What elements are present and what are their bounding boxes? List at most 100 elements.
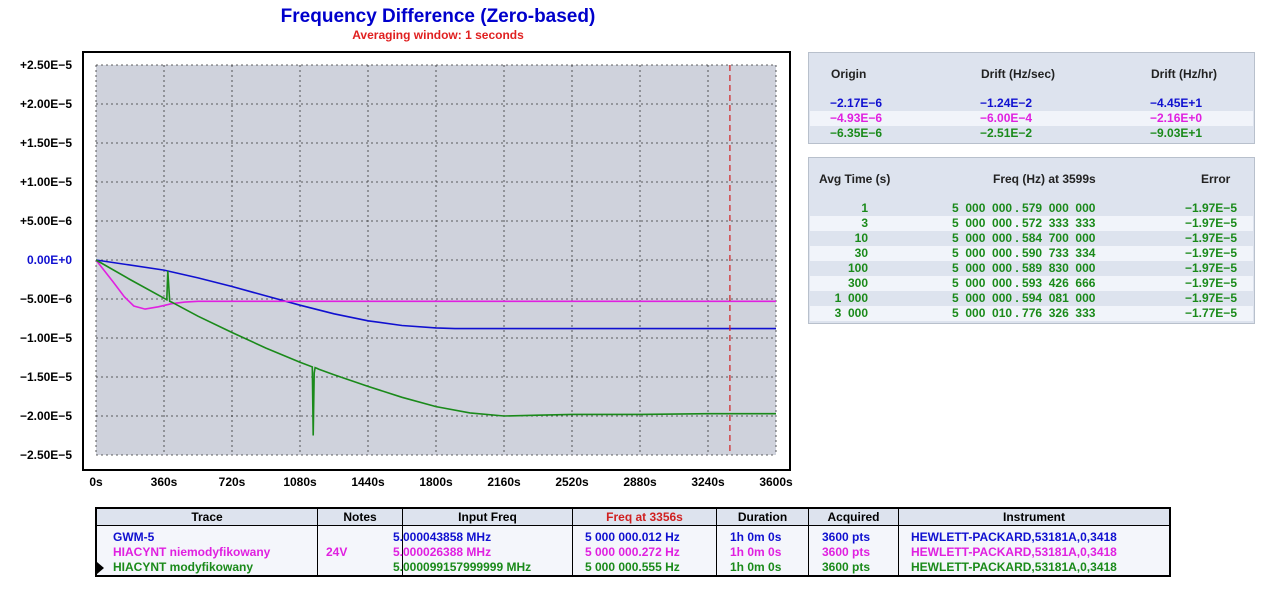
y-tick-label: +1.50E−5 xyxy=(20,136,72,150)
drift-header-hz-sec: Drift (Hz/sec) xyxy=(981,67,1056,81)
drift-hz-hr: −9.03E+1 xyxy=(1150,126,1203,140)
x-tick-label: 3600s xyxy=(759,475,793,489)
avg-error: −1.97E−5 xyxy=(1184,231,1237,245)
chart-title: Frequency Difference (Zero-based) xyxy=(280,6,596,27)
x-tick-label: 2880s xyxy=(623,475,657,489)
trace-instrument: HEWLETT-PACKARD,53181A,0,3418 xyxy=(911,530,1117,544)
trace-input-freq: 5.000026388 MHz xyxy=(393,545,492,559)
trace-instrument: HEWLETT-PACKARD,53181A,0,3418 xyxy=(911,560,1117,574)
trace-duration: 1h 0m 0s xyxy=(730,545,782,559)
avg-freq: 5 000 000 . 590 733 334 xyxy=(952,246,1096,260)
drift-origin: −6.35E−6 xyxy=(830,126,883,140)
col-header-trace: Trace xyxy=(97,509,318,526)
avg-error: −1.97E−5 xyxy=(1184,276,1237,290)
x-tick-label: 720s xyxy=(219,475,246,489)
trace-input-freq: 5.000043858 MHz xyxy=(393,530,492,544)
avg-header-error: Error xyxy=(1201,172,1231,186)
drift-header-origin: Origin xyxy=(831,67,867,81)
avg-row: 100 5 000 000 . 589 830 000 −1.97E−5 xyxy=(810,261,1253,276)
drift-row: −2.17E−6 −1.24E−2 −4.45E+1 xyxy=(810,96,1253,111)
x-tick-label: 0s xyxy=(89,475,103,489)
selected-row-arrow-icon xyxy=(97,562,104,574)
trace-name: GWM-5 xyxy=(113,530,155,544)
trace-duration: 1h 0m 0s xyxy=(730,560,782,574)
avg-time: 300 xyxy=(847,276,868,290)
y-tick-label: +5.00E−6 xyxy=(20,214,72,228)
y-tick-label: −5.00E−6 xyxy=(20,292,72,306)
avg-time: 1 xyxy=(861,201,868,215)
trace-notes: 24V xyxy=(326,545,348,559)
series-line-1 xyxy=(95,259,776,330)
chart-subtitle: Averaging window: 1 seconds xyxy=(352,28,524,42)
avg-row: 3 000 5 000 010 . 776 326 333 −1.77E−5 xyxy=(810,306,1253,321)
series-line-2 xyxy=(95,259,776,310)
avg-freq: 5 000 000 . 579 000 000 xyxy=(952,201,1096,215)
avg-time-panel: Avg Time (s) Freq (Hz) at 3599s Error 1 5… xyxy=(808,157,1255,324)
y-tick-label: −1.50E−5 xyxy=(20,370,72,384)
avg-freq: 5 000 000 . 589 830 000 xyxy=(952,261,1096,275)
y-tick-label: −2.50E−5 xyxy=(20,448,72,462)
drift-origin: −2.17E−6 xyxy=(830,96,883,110)
avg-row: 1 000 5 000 000 . 594 081 000 −1.97E−5 xyxy=(810,291,1253,306)
avg-row: 30 5 000 000 . 590 733 334 −1.97E−5 xyxy=(810,246,1253,261)
drift-hz-hr: −4.45E+1 xyxy=(1150,96,1203,110)
avg-time: 1 000 xyxy=(834,291,868,305)
avg-error: −1.97E−5 xyxy=(1184,246,1237,260)
avg-error: −1.97E−5 xyxy=(1184,216,1237,230)
avg-freq: 5 000 000 . 593 426 666 xyxy=(952,276,1096,290)
y-tick-label: 0.00E+0 xyxy=(27,253,72,267)
trace-row[interactable]: GWM-5 5.000043858 MHz 5 000 000.012 Hz 1h 0… xyxy=(97,530,1169,545)
avg-freq: 5 000 000 . 572 333 333 xyxy=(952,216,1096,230)
trace-row[interactable]: HIACYNT niemodyfikowany 24V 5.000026388 MH… xyxy=(97,545,1169,560)
drift-hz-sec: −2.51E−2 xyxy=(980,126,1033,140)
avg-time: 3 xyxy=(861,216,868,230)
trace-acquired: 3600 pts xyxy=(822,530,871,544)
avg-freq: 5 000 010 . 776 326 333 xyxy=(952,306,1096,320)
trace-acquired: 3600 pts xyxy=(822,560,871,574)
trace-acquired: 3600 pts xyxy=(822,545,871,559)
y-tick-label: +2.50E−5 xyxy=(20,58,72,72)
trace-instrument: HEWLETT-PACKARD,53181A,0,3418 xyxy=(911,545,1117,559)
drift-panel: Origin Drift (Hz/sec) Drift (Hz/hr) −2.1… xyxy=(808,52,1255,144)
x-tick-label: 2520s xyxy=(555,475,589,489)
frequency-difference-chart: +2.50E−5 +2.00E−5 +1.50E−5 +1.00E−5 +5.00E−6… xyxy=(20,51,793,489)
drift-row: −6.35E−6 −2.51E−2 −9.03E+1 xyxy=(810,126,1253,141)
avg-error: −1.97E−5 xyxy=(1184,201,1237,215)
trace-input-freq: 5.000099157999999 MHz xyxy=(393,560,532,574)
col-header-instrument: Instrument xyxy=(899,509,1169,526)
col-header-acquired: Acquired xyxy=(809,509,899,526)
trace-row[interactable]: HIACYNT modyfikowany 5.000099157999999 MH… xyxy=(97,560,1169,575)
drift-hz-sec: −1.24E−2 xyxy=(980,96,1033,110)
y-tick-label: +2.00E−5 xyxy=(20,97,72,111)
col-header-notes: Notes xyxy=(318,509,403,526)
avg-row: 300 5 000 000 . 593 426 666 −1.97E−5 xyxy=(810,276,1253,291)
avg-row: 3 5 000 000 . 572 333 333 −1.97E−5 xyxy=(810,216,1253,231)
avg-time: 10 xyxy=(854,231,868,245)
trace-freq-at: 5 000 000.012 Hz xyxy=(585,530,680,544)
avg-header-freq: Freq (Hz) at 3599s xyxy=(993,172,1096,186)
col-header-duration: Duration xyxy=(717,509,809,526)
col-header-input-freq: Input Freq xyxy=(403,509,573,526)
avg-time: 3 000 xyxy=(834,306,868,320)
x-tick-label: 1440s xyxy=(351,475,385,489)
avg-header-time: Avg Time (s) xyxy=(819,172,891,186)
y-tick-label: −1.00E−5 xyxy=(20,331,72,345)
trace-freq-at: 5 000 000.555 Hz xyxy=(585,560,680,574)
drift-row: −4.93E−6 −6.00E−4 −2.16E+0 xyxy=(810,111,1253,126)
avg-freq: 5 000 000 . 584 700 000 xyxy=(952,231,1096,245)
avg-error: −1.77E−5 xyxy=(1184,306,1237,320)
avg-row: 1 5 000 000 . 579 000 000 −1.97E−5 xyxy=(810,201,1253,216)
x-tick-label: 360s xyxy=(151,475,178,489)
drift-header-hz-hr: Drift (Hz/hr) xyxy=(1151,67,1217,81)
drift-hz-sec: −6.00E−4 xyxy=(980,111,1033,125)
avg-time: 100 xyxy=(847,261,868,275)
trace-duration: 1h 0m 0s xyxy=(730,530,782,544)
avg-error: −1.97E−5 xyxy=(1184,291,1237,305)
x-tick-label: 3240s xyxy=(691,475,725,489)
drift-hz-hr: −2.16E+0 xyxy=(1150,111,1203,125)
avg-row: 10 5 000 000 . 584 700 000 −1.97E−5 xyxy=(810,231,1253,246)
drift-origin: −4.93E−6 xyxy=(830,111,883,125)
trace-name: HIACYNT modyfikowany xyxy=(113,560,254,574)
trace-table: Trace Notes Input Freq Freq at 3356s Dur… xyxy=(95,507,1171,577)
x-tick-label: 1800s xyxy=(419,475,453,489)
